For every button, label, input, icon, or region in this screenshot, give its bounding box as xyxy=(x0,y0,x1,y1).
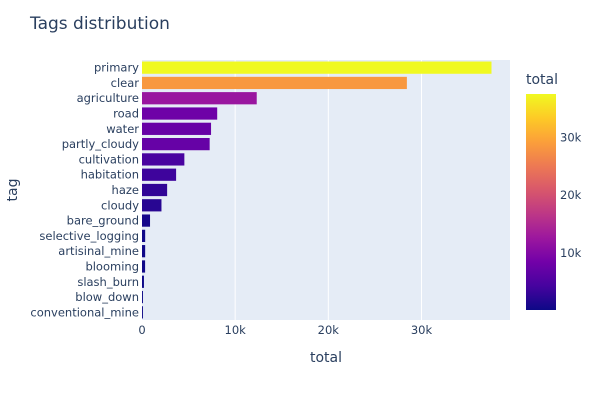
colorbar-tick-label: 10k xyxy=(560,246,582,260)
y-tick-label: agriculture xyxy=(77,91,139,105)
bars xyxy=(142,61,492,319)
colorbar xyxy=(526,94,556,310)
bar-partly_cloudy[interactable] xyxy=(142,138,210,151)
x-tick-label: 30k xyxy=(411,323,433,337)
y-tick-label: artisinal_mine xyxy=(58,244,139,258)
y-tick-label: water xyxy=(106,122,139,136)
colorbar-tick-label: 20k xyxy=(560,188,582,202)
bar-haze[interactable] xyxy=(142,183,168,197)
bar-blooming[interactable] xyxy=(142,260,146,273)
bar-artisinal_mine[interactable] xyxy=(142,245,146,258)
colorbar-tick-labels: 10k 20k 30k xyxy=(560,130,582,259)
y-tick-label: blooming xyxy=(85,259,139,273)
x-tick-labels: 0 10k 20k 30k xyxy=(138,323,432,337)
y-tick-label: partly_cloudy xyxy=(62,137,139,151)
y-tick-label: slash_burn xyxy=(77,275,139,289)
colorbar-title: total xyxy=(526,72,558,88)
y-tick-label: conventional_mine xyxy=(30,305,139,319)
chart-title: Tags distribution xyxy=(29,14,170,34)
y-axis-title: tag xyxy=(5,179,21,202)
x-tick-label: 0 xyxy=(138,323,145,337)
bar-cloudy[interactable] xyxy=(142,199,162,212)
y-tick-label: bare_ground xyxy=(67,214,139,228)
colorbar-tick-label: 30k xyxy=(560,130,582,144)
bar-clear[interactable] xyxy=(142,76,407,90)
y-tick-label: primary xyxy=(94,61,139,75)
bar-road[interactable] xyxy=(142,107,218,120)
bar-conventional_mine[interactable] xyxy=(142,306,143,319)
y-tick-label: habitation xyxy=(81,168,139,182)
y-tick-label: clear xyxy=(111,76,140,90)
bar-bare_ground[interactable] xyxy=(142,214,151,227)
bar-blow_down[interactable] xyxy=(142,290,143,304)
y-tick-label: blow_down xyxy=(75,290,139,304)
x-axis-title: total xyxy=(310,350,342,366)
bar-slash_burn[interactable] xyxy=(142,275,144,288)
y-tick-label: cloudy xyxy=(101,198,139,212)
bar-habitation[interactable] xyxy=(142,168,177,181)
bar-primary[interactable] xyxy=(142,61,492,74)
y-tick-label: cultivation xyxy=(79,152,139,166)
x-tick-label: 10k xyxy=(225,323,247,337)
bar-selective_logging[interactable] xyxy=(142,229,146,242)
bar-agriculture[interactable] xyxy=(142,92,257,105)
y-tick-label: road xyxy=(113,107,139,121)
x-tick-label: 20k xyxy=(318,323,340,337)
bar-cultivation[interactable] xyxy=(142,153,185,166)
y-tick-label: haze xyxy=(112,183,139,197)
y-tick-label: selective_logging xyxy=(39,229,139,243)
bar-water[interactable] xyxy=(142,122,212,135)
